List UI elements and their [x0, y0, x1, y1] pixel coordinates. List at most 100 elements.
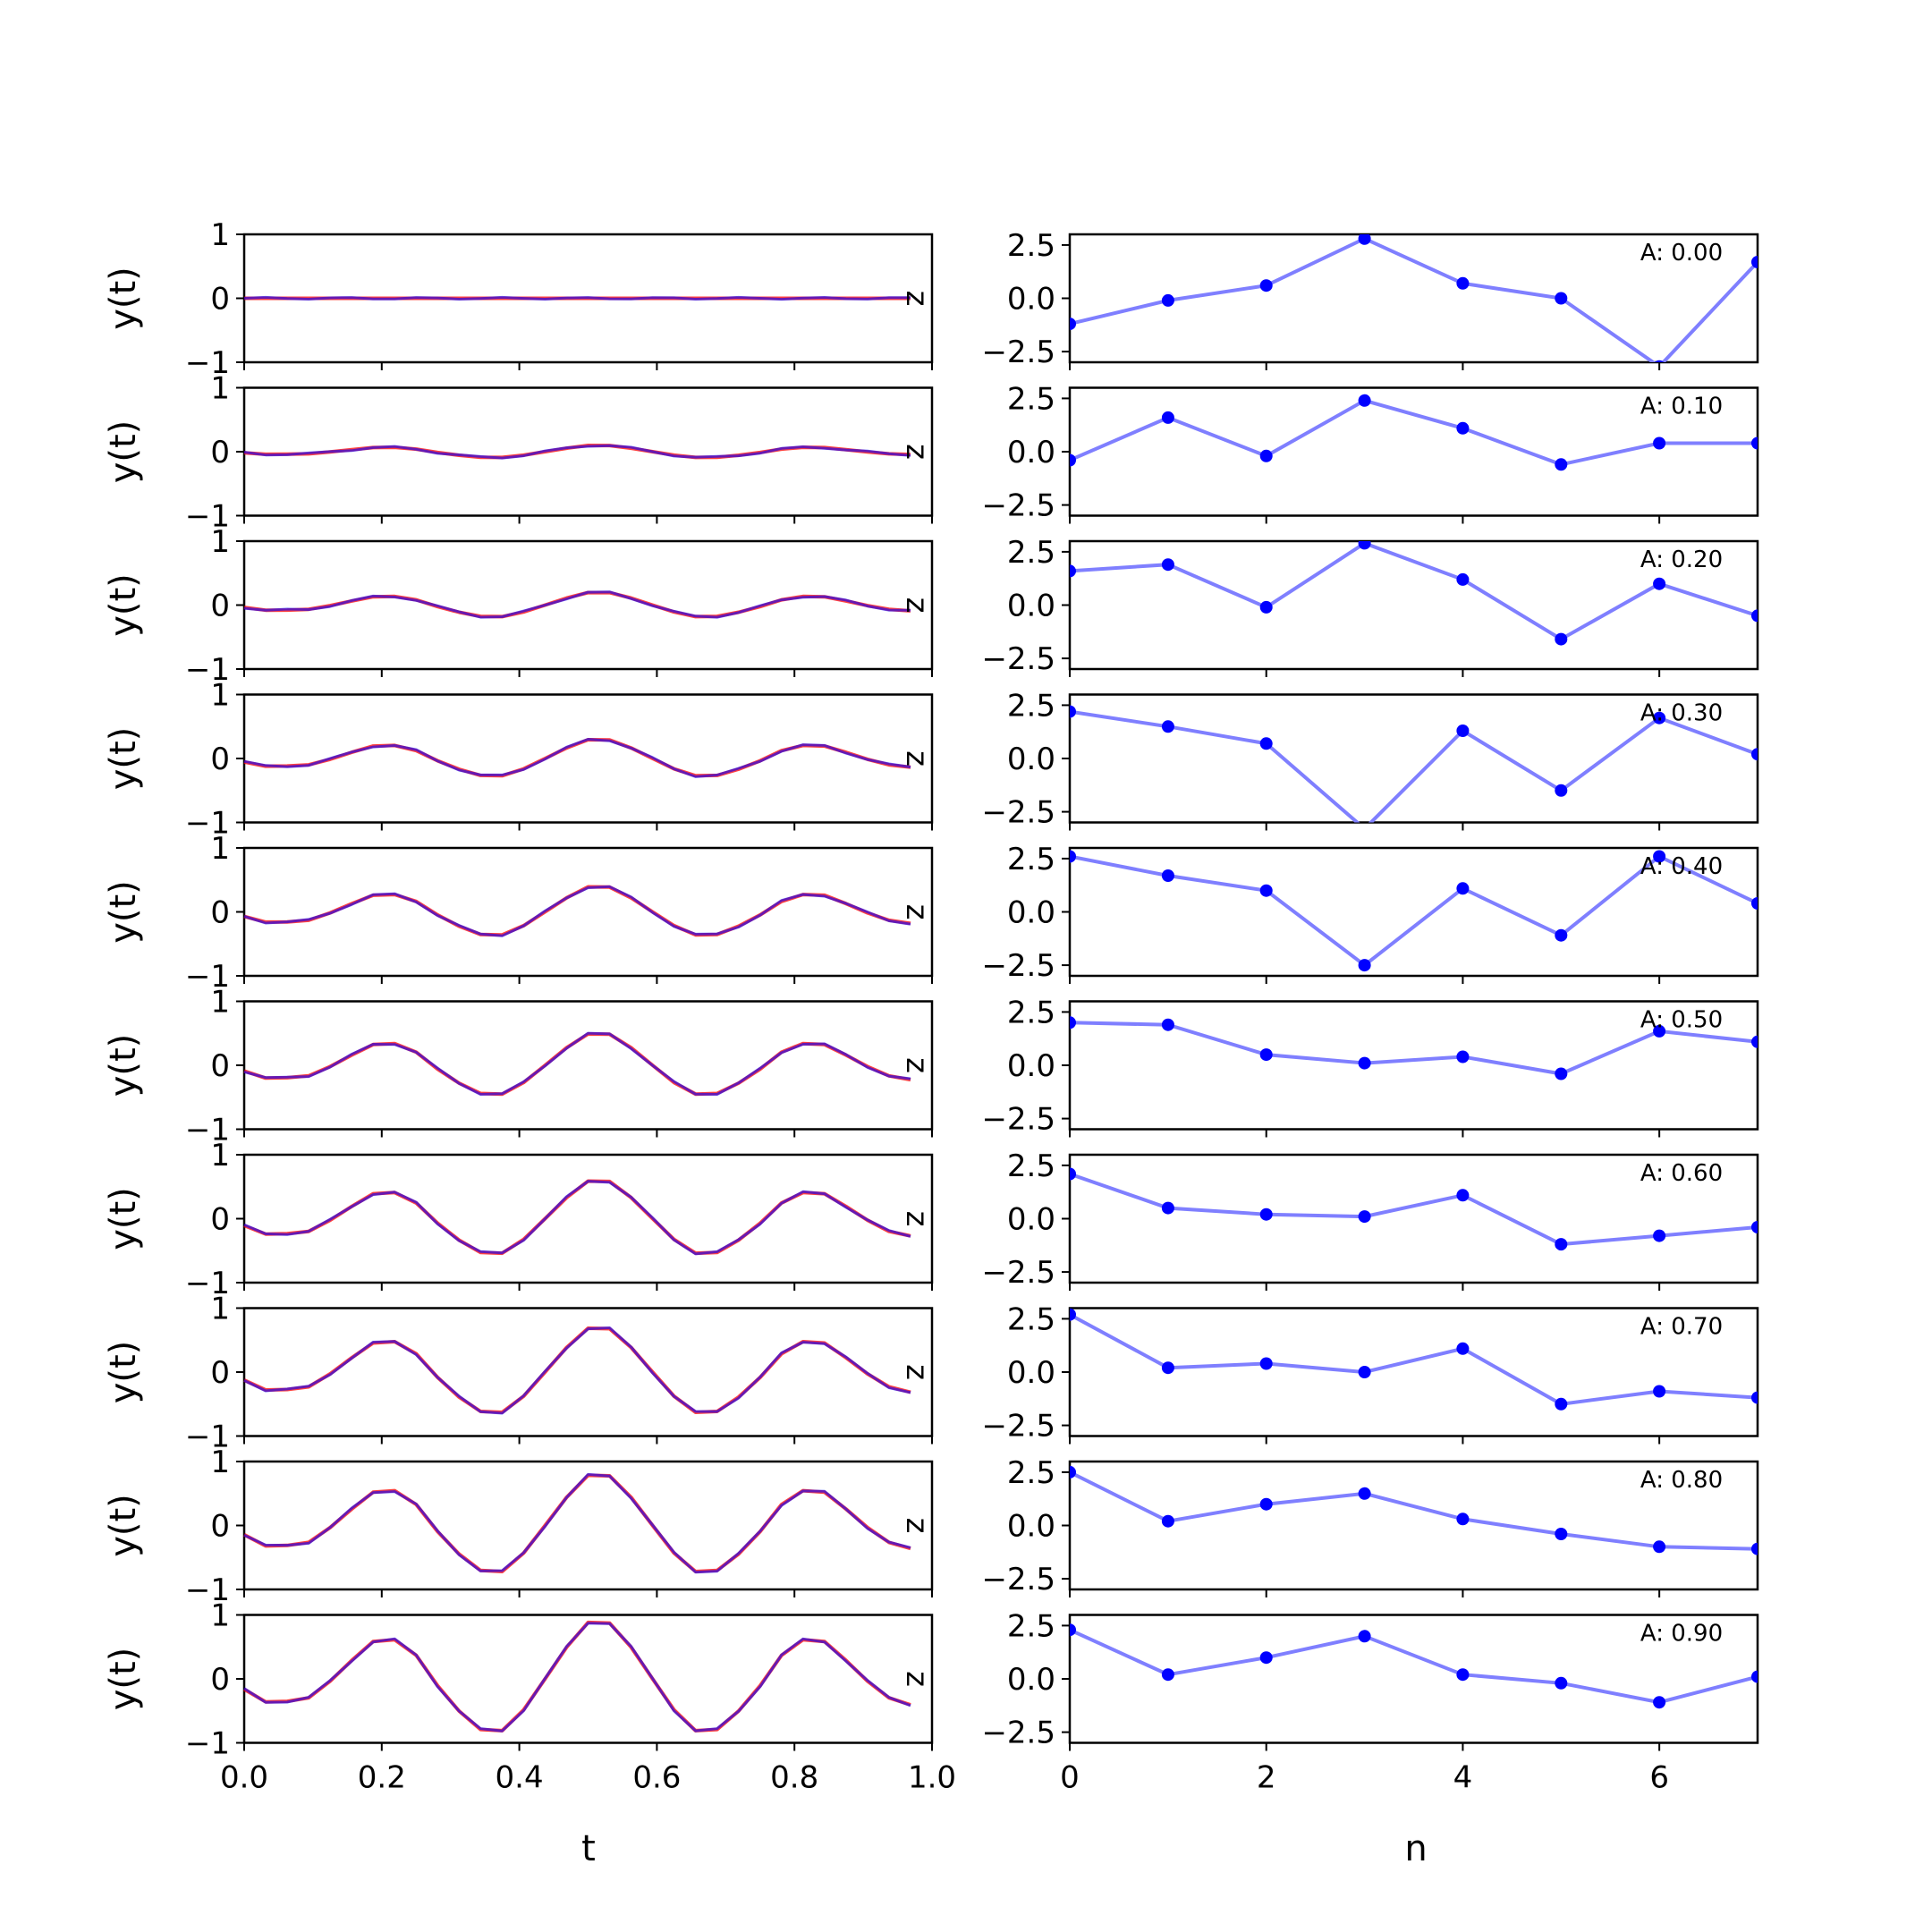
amplitude-annotation: A: 0.00 [1640, 240, 1723, 267]
coefficient-point [1653, 577, 1666, 590]
right-panel-2: −2.5 0.0 2.5 A: 0.20 [981, 535, 1759, 677]
right-panel-4: −2.5 0.0 2.5 A: 0.40 [981, 842, 1759, 984]
stray-glyph: z [899, 597, 935, 614]
left-y-axis-label: y(t) [103, 1648, 144, 1711]
left-x-tick-label: 1.0 [908, 1760, 956, 1796]
right-y-tick-label: −2.5 [981, 1409, 1055, 1445]
left-y-tick-label: 0 [210, 435, 230, 470]
coefficient-point [1070, 850, 1076, 863]
right-x-axis-label: n [1404, 1828, 1427, 1869]
coefficient-point [1161, 1514, 1174, 1528]
coefficient-line [1070, 1628, 1758, 1705]
stray-glyph: z [899, 444, 935, 460]
coefficient-point [1358, 541, 1371, 550]
right-y-tick-label: 0.0 [1007, 895, 1055, 931]
left-plot-frame [242, 693, 934, 824]
coefficient-point [1555, 632, 1568, 646]
coefficient-series [1070, 850, 1758, 972]
right-y-tick-label: 0.0 [1007, 589, 1055, 624]
left-plot-frame [242, 1614, 934, 1744]
coefficient-point [1358, 1210, 1371, 1224]
left-y-tick-label: −1 [185, 1726, 230, 1762]
right-y-tick-label: −2.5 [981, 795, 1055, 831]
coefficient-point [1653, 1696, 1666, 1709]
estimate-line [243, 295, 911, 301]
coefficient-point [1070, 1623, 1076, 1637]
coefficient-point [1653, 850, 1666, 863]
coefficient-point [1259, 884, 1273, 897]
coefficient-point [1259, 449, 1273, 462]
amplitude-annotation: A: 0.50 [1640, 1007, 1723, 1034]
estimate-line [243, 1622, 911, 1733]
coefficient-point [1456, 276, 1470, 290]
coefficient-point [1653, 711, 1666, 724]
coefficient-series [1070, 1016, 1758, 1080]
coefficient-line [1070, 541, 1758, 641]
coefficient-point [1070, 564, 1076, 578]
estimate-line [243, 885, 911, 937]
right-x-tick-label: 0 [1060, 1760, 1080, 1796]
left-y-tick-label: 1 [210, 1598, 230, 1634]
coefficient-point [1070, 1167, 1076, 1181]
left-y-axis-label: y(t) [103, 880, 144, 944]
coefficient-point [1161, 1201, 1174, 1215]
estimate-line [243, 738, 911, 778]
coefficient-point [1555, 1238, 1568, 1251]
coefficient-point [1259, 1497, 1273, 1511]
left-y-tick-label: 1 [210, 678, 230, 714]
amplitude-annotation: A: 0.90 [1640, 1621, 1723, 1648]
estimate-line [243, 1180, 911, 1256]
coefficient-point [1751, 1221, 1758, 1233]
estimate-line [243, 1326, 911, 1415]
right-x-tick-label: 6 [1649, 1760, 1669, 1796]
coefficient-point [1358, 234, 1371, 245]
coefficient-point [1555, 292, 1568, 305]
coefficient-point [1161, 720, 1174, 733]
coefficient-point [1161, 1361, 1174, 1375]
left-y-tick-label: −1 [185, 652, 230, 688]
coefficient-point [1456, 1189, 1470, 1202]
coefficient-series [1070, 1465, 1758, 1555]
coefficient-point [1161, 411, 1174, 424]
coefficient-series [1070, 1167, 1758, 1251]
coefficient-point [1070, 318, 1076, 331]
coefficient-point [1555, 928, 1568, 942]
right-y-tick-label: −2.5 [981, 641, 1055, 677]
coefficient-point [1653, 1024, 1666, 1038]
coefficient-point [1555, 458, 1568, 471]
coefficient-series [1070, 1623, 1758, 1709]
left-y-tick-label: −1 [185, 959, 230, 995]
right-x-tick-label: 4 [1453, 1760, 1473, 1796]
left-y-axis-label: y(t) [103, 420, 144, 484]
right-y-tick-label: 2.5 [1007, 688, 1055, 724]
left-y-tick-label: −1 [185, 1419, 230, 1455]
coefficient-point [1653, 1540, 1666, 1554]
right-y-tick-label: 2.5 [1007, 228, 1055, 264]
left-y-axis-label: y(t) [103, 267, 144, 330]
coefficient-point [1751, 436, 1758, 450]
coefficient-point [1555, 1397, 1568, 1411]
left-y-tick-label: 1 [210, 524, 230, 560]
right-y-tick-label: 2.5 [1007, 535, 1055, 571]
left-y-tick-label: 1 [210, 371, 230, 407]
right-panel-column: −2.5 0.0 2.5 A: 0.00 −2.5 0.0 2.5 A: 0.10 −2.5 0.… [981, 228, 1759, 1796]
left-y-axis-label: y(t) [103, 1341, 144, 1404]
coefficient-point [1161, 1018, 1174, 1031]
true-signal-line [243, 1473, 911, 1573]
coefficient-line [1070, 854, 1758, 968]
left-x-axis-label: t [581, 1828, 596, 1869]
left-panel-1: −1 0 1 y(t) z [103, 371, 935, 535]
right-panel-1: −2.5 0.0 2.5 A: 0.10 [981, 381, 1759, 524]
left-panel-2: −1 0 1 y(t) z [103, 524, 935, 688]
right-y-tick-label: 2.5 [1007, 1301, 1055, 1337]
left-panel-3: −1 0 1 y(t) z [103, 678, 935, 842]
left-x-tick-label: 0.6 [632, 1760, 681, 1796]
coefficient-point [1359, 823, 1371, 835]
left-y-tick-label: −1 [185, 1572, 230, 1608]
left-y-tick-label: 0 [210, 282, 230, 318]
left-y-tick-label: −1 [185, 345, 230, 381]
left-y-tick-label: −1 [185, 1266, 230, 1301]
coefficient-point [1358, 1630, 1371, 1643]
coefficient-point [1259, 1208, 1273, 1221]
